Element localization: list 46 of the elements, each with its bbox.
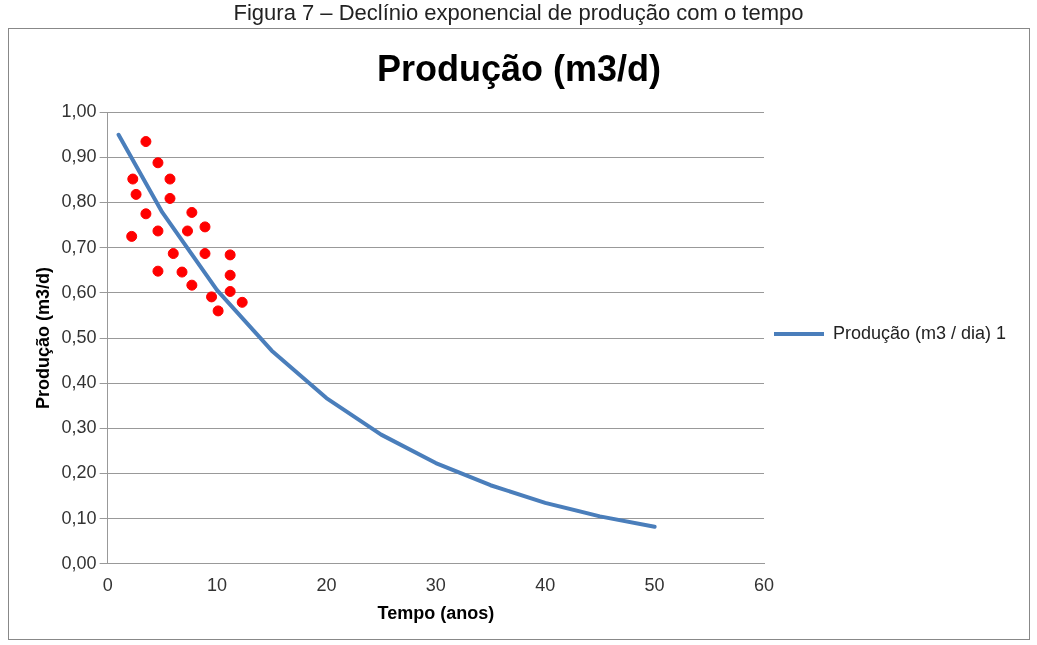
point — [199, 221, 211, 233]
chart-title: Produção (m3/d) — [376, 47, 662, 89]
x-tick-label: 30 — [425, 574, 446, 595]
x-tick-label: 10 — [207, 574, 228, 595]
point — [199, 248, 211, 260]
x-tick-label: 20 — [316, 574, 337, 595]
y-axis-title: Produção (m3/d) — [32, 266, 53, 410]
point — [224, 269, 236, 281]
x-tick-label: 60 — [753, 574, 775, 595]
y-tick-label: 0,90 — [61, 146, 97, 167]
y-tick-label: 0,50 — [61, 326, 97, 347]
point — [152, 265, 164, 277]
point — [140, 208, 152, 220]
point — [164, 192, 176, 204]
x-tick-label: 50 — [644, 574, 665, 595]
point — [140, 136, 152, 148]
point — [181, 225, 193, 237]
legend-label: Produção (m3 / dia) 1 — [833, 322, 1007, 343]
point — [224, 285, 236, 297]
x-tick-label: 0 — [102, 574, 113, 595]
y-tick-label: 0,00 — [61, 552, 97, 573]
point — [236, 296, 248, 308]
point — [224, 249, 236, 261]
point — [126, 230, 138, 242]
y-tick-label: 0,80 — [61, 191, 97, 212]
point — [152, 157, 164, 169]
point — [164, 173, 176, 185]
point — [186, 279, 198, 291]
point — [212, 305, 224, 317]
point — [152, 225, 164, 237]
point — [186, 206, 198, 218]
point — [130, 188, 142, 200]
point — [167, 248, 179, 260]
point — [206, 291, 218, 303]
point — [176, 266, 188, 278]
x-axis-title: Tempo (anos) — [377, 603, 495, 624]
y-tick-label: 0,60 — [61, 281, 97, 302]
y-tick-label: 0,40 — [61, 372, 97, 393]
y-tick-label: 1,00 — [61, 101, 97, 122]
y-tick-label: 0,30 — [61, 417, 97, 438]
y-tick-label: 0,70 — [61, 236, 97, 257]
y-tick-label: 0,20 — [61, 462, 97, 483]
x-tick-label: 40 — [535, 574, 556, 595]
text: Figura 7 – Declínio exponencial de produção com o tempo — [232, 0, 805, 26]
point — [127, 173, 139, 185]
y-tick-label: 0,10 — [61, 507, 97, 528]
